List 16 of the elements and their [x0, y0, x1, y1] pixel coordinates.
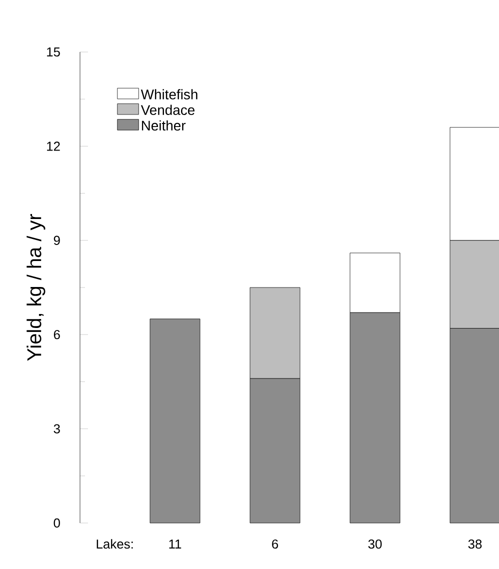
y-tick-label: 12	[47, 142, 60, 151]
legend-label: Neither	[142, 120, 186, 131]
x-axis-title: Lakes:	[96, 539, 133, 549]
x-tick-label: 11	[169, 540, 182, 549]
legend-label: Vendace	[140, 104, 195, 115]
y-axis-title: Yield, kg / ha / yr	[26, 214, 46, 361]
y-tick-label: 6	[54, 330, 60, 340]
x-tick-label: 30	[368, 539, 382, 549]
legend-label: Whitefish	[140, 89, 198, 100]
x-tick-label: 38	[468, 539, 482, 549]
y-tick-label: 3	[54, 424, 60, 434]
y-tick-label: 15	[47, 47, 60, 57]
y-tick-label: 9	[54, 236, 60, 245]
bar	[150, 318, 200, 524]
x-tick-label: 6	[272, 539, 278, 549]
y-tick-label: 0	[54, 518, 60, 528]
